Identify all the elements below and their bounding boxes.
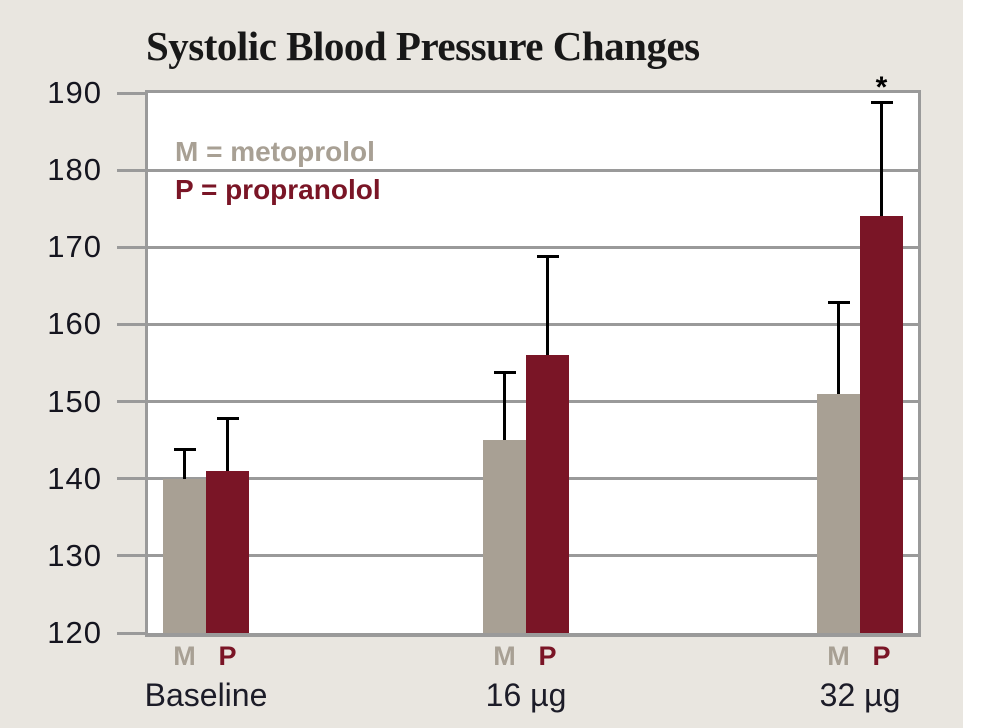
y-tick-120: [117, 631, 145, 635]
gridline-170: [148, 245, 918, 249]
error-bar-cap-M-32 µg: [827, 301, 850, 305]
legend-entry-metoprolol: M = metoprolol: [175, 136, 375, 167]
y-tick-130: [117, 554, 145, 558]
y-tick-160: [117, 322, 145, 326]
y-tick-150: [117, 400, 145, 404]
gridline-160: [148, 322, 918, 326]
error-bar-cap-P-Baseline: [216, 417, 239, 420]
y-tick-170: [117, 245, 145, 249]
error-bar-cap-M-16 µg: [493, 370, 516, 374]
error-bar-stem-P-32 µg: [880, 100, 883, 217]
bar-metoprolol-32 µg: [817, 393, 860, 633]
error-bar-cap-P-32 µg: [870, 100, 893, 104]
chart-title: Systolic Blood Pressure Changes: [146, 23, 700, 69]
plot-area: M = metoprolol P = propranolol 120 130 140…: [47, 72, 921, 713]
plot-inner-layer: M = metoprolol P = propranolol 120 130 140…: [47, 72, 918, 713]
x-axis-label-32 µg: 32 µg: [819, 677, 901, 713]
bar-letter-M-32 µg: M: [827, 641, 850, 671]
y-axis-label-120: 120: [47, 615, 102, 650]
bar-letter-P-16 µg: P: [538, 641, 557, 671]
bar-letter-P-Baseline: P: [218, 641, 237, 671]
error-bar-stem-M-32 µg: [837, 301, 840, 394]
bar-letter-M-16 µg: M: [493, 641, 516, 671]
error-bar-stem-M-16 µg: [503, 370, 506, 441]
bar-letter-M-Baseline: M: [173, 641, 196, 671]
error-bar-stem-M-Baseline: [183, 447, 186, 479]
y-axis-label-160: 160: [47, 306, 102, 342]
bar-propranolol-Baseline: [206, 471, 249, 633]
y-axis-label-140: 140: [47, 460, 102, 496]
y-axis-label-130: 130: [47, 537, 102, 573]
error-bar-cap-M-Baseline: [173, 447, 196, 451]
error-bar-cap-P-16 µg: [536, 255, 559, 258]
gridline-180: [148, 168, 918, 172]
y-tick-190: [117, 91, 145, 95]
y-axis-label-180: 180: [47, 152, 102, 188]
legend-entry-propranolol: P = propranolol: [175, 174, 381, 205]
significance-asterisk: *: [875, 70, 888, 104]
bar-propranolol-32 µg: [860, 216, 903, 633]
bar-letter-P-32 µg: P: [872, 641, 891, 671]
y-axis-label-150: 150: [47, 383, 102, 419]
chart-legend: M = metoprolol P = propranolol: [175, 133, 381, 209]
x-axis-label-16 µg: 16 µg: [485, 677, 567, 713]
bar-propranolol-16 µg: [526, 355, 569, 633]
bar-metoprolol-Baseline: [163, 478, 206, 633]
y-axis-label-190: 190: [47, 75, 102, 110]
y-axis-label-170: 170: [47, 229, 102, 265]
y-tick-140: [117, 477, 145, 481]
y-tick-180: [117, 168, 145, 172]
bar-metoprolol-16 µg: [483, 440, 526, 633]
error-bar-stem-P-Baseline: [226, 417, 229, 471]
x-axis-label-Baseline: Baseline: [144, 677, 268, 713]
error-bar-stem-P-16 µg: [546, 255, 549, 356]
